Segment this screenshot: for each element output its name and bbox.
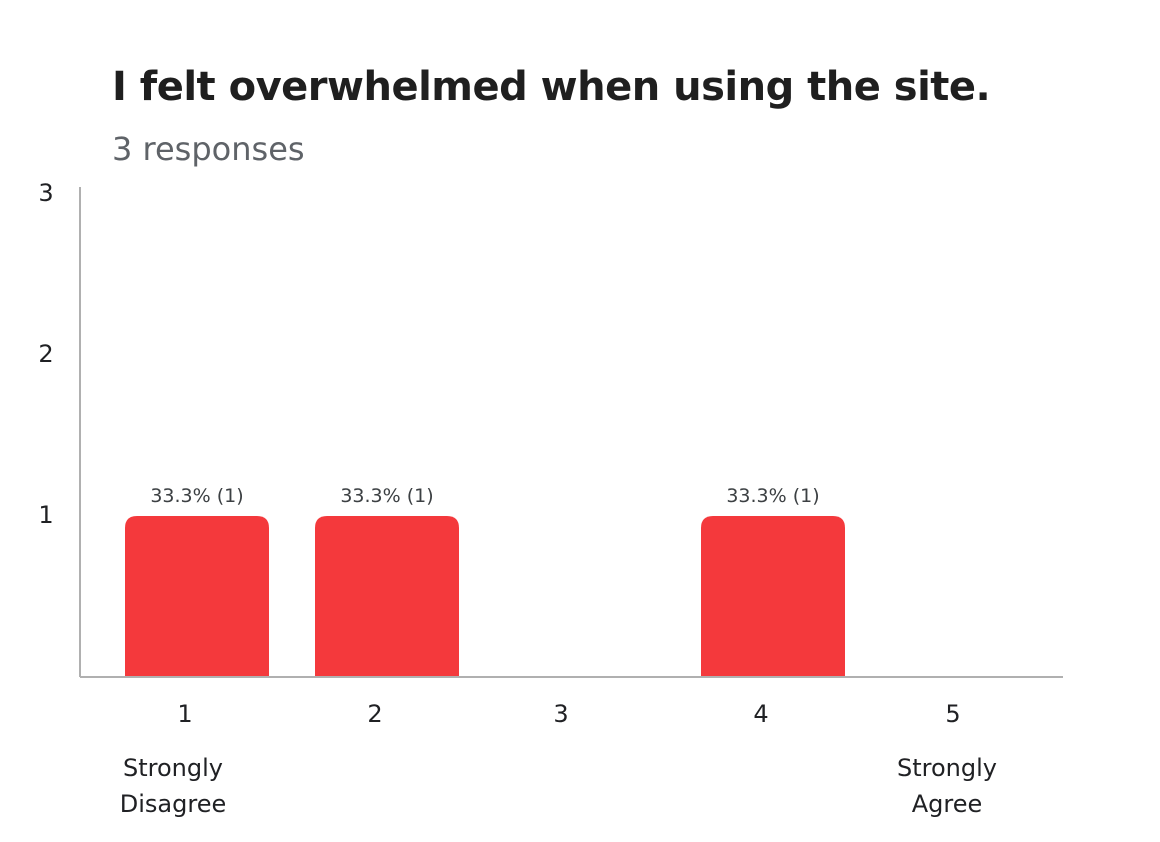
x-tick-label: 1 (177, 700, 192, 728)
bar (701, 516, 845, 677)
y-tick-label: 2 (38, 340, 53, 368)
data-label: 33.3% (1) (726, 485, 819, 507)
x-tick-label: 4 (753, 700, 768, 728)
data-label: 33.3% (1) (150, 485, 243, 507)
x-tick-label: 5 (945, 700, 960, 728)
x-tick-sublabel: Strongly (123, 754, 223, 782)
x-tick-sublabel: Strongly (897, 754, 997, 782)
x-tick-label: 2 (367, 700, 382, 728)
bar (315, 516, 459, 677)
x-tick-label: 3 (553, 700, 568, 728)
response-count: 3 responses (112, 130, 305, 168)
x-tick-sublabel: Agree (912, 790, 983, 818)
x-tick-sublabel: Disagree (120, 790, 226, 818)
y-tick-label: 1 (38, 501, 53, 529)
question-title: I felt overwhelmed when using the site. (112, 64, 991, 110)
data-label: 33.3% (1) (340, 485, 433, 507)
y-tick-label: 3 (38, 179, 53, 207)
bar (125, 516, 269, 677)
